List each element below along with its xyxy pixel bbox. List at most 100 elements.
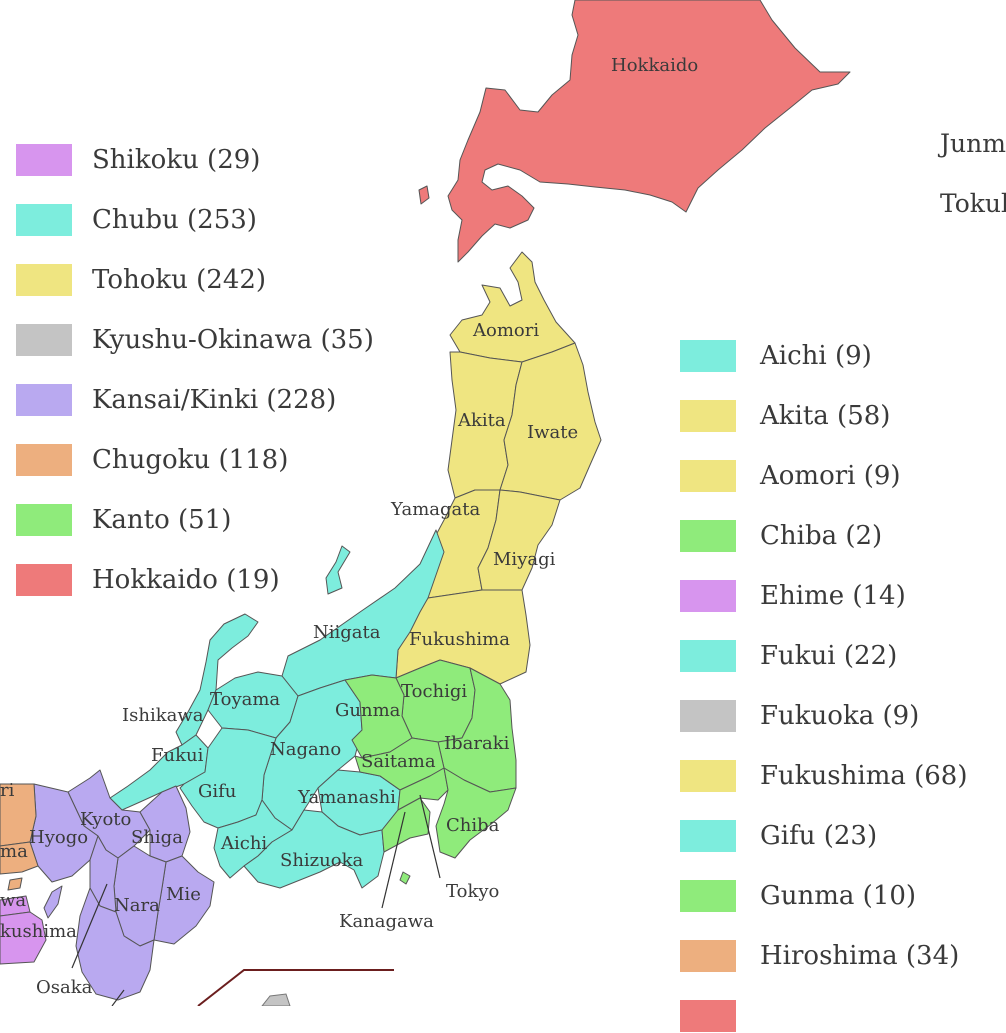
legend-label: Tohoku (242) [92, 265, 267, 295]
legend-item-kyushu-okinawa[interactable]: Kyushu-Okinawa (35) [16, 323, 374, 357]
legend-swatch [16, 564, 72, 596]
japan-region-map: Hokkaido Aomori Akita Iwate Yamagata Miy… [0, 0, 851, 1006]
map-labels: Hokkaido Aomori Akita Iwate Yamagata Miy… [0, 55, 698, 998]
legend-item-hiroshima[interactable]: Hiroshima (34) [680, 939, 959, 973]
label-fukushima: Fukushima [409, 629, 510, 650]
label-yamanashi: Yamanashi [297, 787, 396, 808]
prefecture-miyagi[interactable] [477, 489, 561, 591]
prefecture-tottori[interactable] [0, 783, 37, 847]
legend-swatch [680, 460, 736, 492]
legend-swatch [680, 700, 736, 732]
legend-swatch [680, 340, 736, 372]
label-mie: Mie [166, 884, 201, 905]
label-hokkaido: Hokkaido [611, 55, 698, 76]
prefecture-tokushima[interactable] [0, 911, 47, 965]
label-nagano: Nagano [270, 739, 341, 760]
legend-item-kanto[interactable]: Kanto (51) [16, 503, 231, 537]
legend-label: Aomori (9) [760, 461, 901, 491]
region-kanto [344, 659, 517, 885]
prefecture-chugoku-islet [7, 877, 23, 891]
prefecture-okayama[interactable] [0, 841, 39, 875]
label-shiga: Shiga [131, 827, 183, 848]
label-partial-ma: ma [0, 841, 28, 862]
legend-swatch [680, 880, 736, 912]
legend-label: Chiba (2) [760, 521, 883, 551]
prefecture-kanagawa[interactable] [381, 797, 431, 853]
label-shizuoka: Shizuoka [280, 850, 364, 871]
corner-label-junm: Junm [940, 129, 1006, 158]
legend-label: Kansai/Kinki (228) [92, 385, 337, 415]
prefecture-awaji-island [43, 885, 63, 919]
label-yamagata: Yamagata [390, 499, 481, 520]
legend-label: Shikoku (29) [92, 145, 261, 175]
legend-swatch [680, 1000, 736, 1032]
label-niigata: Niigata [313, 622, 381, 643]
label-miyagi: Miyagi [493, 549, 556, 570]
prefecture-wakayama[interactable] [75, 887, 155, 1001]
legend-item-tohoku[interactable]: Tohoku (242) [16, 263, 266, 297]
legend-item-chiba[interactable]: Chiba (2) [680, 519, 882, 553]
legend-item-fukuoka[interactable]: Fukuoka (9) [680, 699, 919, 733]
legend-item-kansai-kinki[interactable]: Kansai/Kinki (228) [16, 383, 336, 417]
label-partial-ri: ri [0, 780, 15, 801]
legend-swatch [16, 324, 72, 356]
label-gifu: Gifu [198, 781, 236, 802]
label-chiba: Chiba [446, 815, 500, 836]
legend-item-ehime[interactable]: Ehime (14) [680, 579, 906, 613]
legend-label: Fukui (22) [760, 641, 898, 671]
legend-label: Fukuoka (9) [760, 701, 920, 731]
label-osaka: Osaka [36, 977, 93, 998]
region-chubu [109, 529, 445, 889]
legend-item-chugoku[interactable]: Chugoku (118) [16, 443, 288, 477]
prefecture-tokyo[interactable] [379, 767, 449, 811]
label-hyogo: Hyogo [29, 827, 88, 848]
legend-item-akita[interactable]: Akita (58) [680, 399, 890, 433]
legend-swatch [680, 520, 736, 552]
legend-label: Gunma (10) [760, 881, 917, 911]
label-iwate: Iwate [527, 422, 578, 443]
prefecture-shiga[interactable] [139, 785, 191, 863]
label-kyoto: Kyoto [80, 809, 131, 830]
legend-label: Chubu (253) [92, 205, 257, 235]
label-toyama: Toyama [210, 689, 280, 710]
label-nara: Nara [114, 895, 160, 916]
legend-label: Hokkaido (19) [92, 565, 280, 595]
inset-frame [197, 969, 394, 1006]
label-kanagawa: Kanagawa [339, 911, 434, 932]
legend-label: Ehime (14) [760, 581, 906, 611]
legend-item-fukui[interactable]: Fukui (22) [680, 639, 897, 673]
legend-item-aomori[interactable]: Aomori (9) [680, 459, 901, 493]
legend-item-hokkaido[interactable]: Hokkaido (19) [16, 563, 280, 597]
label-partial-kushima: kushima [0, 921, 77, 942]
legend-item-cut-off [680, 999, 736, 1033]
legend-item-aichi[interactable]: Aichi (9) [680, 339, 872, 373]
legend-label: Chugoku (118) [92, 445, 289, 475]
legend-item-chubu[interactable]: Chubu (253) [16, 203, 257, 237]
prefecture-shizuoka[interactable] [243, 809, 385, 889]
legend-item-shikoku[interactable]: Shikoku (29) [16, 143, 260, 177]
region-tohoku [395, 251, 602, 685]
prefecture-aomori[interactable] [449, 251, 576, 363]
legend-swatch [16, 144, 72, 176]
region-chugoku [0, 783, 39, 891]
prefecture-sado-island [325, 545, 351, 595]
legend-swatch [16, 504, 72, 536]
region-kansai [29, 769, 215, 1001]
legend-item-fukushima[interactable]: Fukushima (68) [680, 759, 967, 793]
legend-swatch [16, 204, 72, 236]
label-akita: Akita [457, 410, 506, 431]
legend-swatch [16, 384, 72, 416]
legend-swatch [680, 580, 736, 612]
region-hokkaido [418, 0, 851, 263]
label-ibaraki: Ibaraki [444, 733, 510, 754]
legend-item-gifu[interactable]: Gifu (23) [680, 819, 877, 853]
prefecture-izu-islet [399, 871, 411, 885]
legend-item-gunma[interactable]: Gunma (10) [680, 879, 916, 913]
corner-label-tokul: Tokul [940, 189, 1006, 218]
legend-label: Akita (58) [760, 401, 891, 431]
prefecture-hokkaido[interactable] [447, 0, 851, 263]
prefecture-iwate[interactable] [499, 342, 602, 501]
legend-swatch [16, 264, 72, 296]
prefecture-chiba[interactable] [435, 767, 517, 859]
legend-label: Aichi (9) [760, 341, 872, 371]
